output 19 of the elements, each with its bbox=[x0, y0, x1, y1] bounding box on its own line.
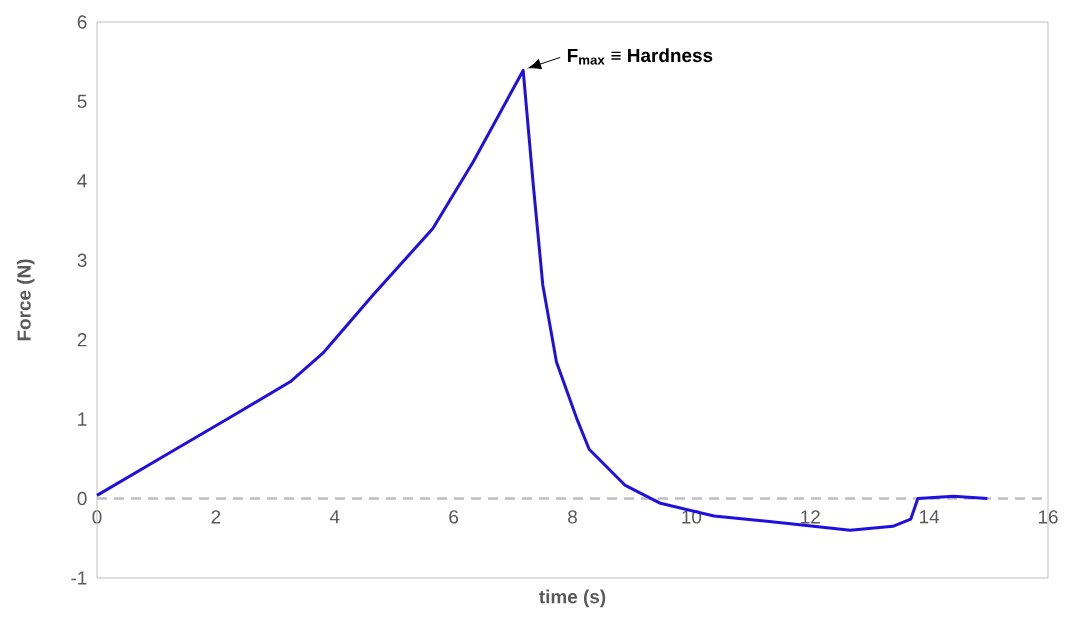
x-axis-title: time (s) bbox=[539, 589, 606, 608]
x-tick-label: 8 bbox=[568, 510, 577, 524]
y-axis-title: Force (N) bbox=[16, 259, 35, 341]
x-tick-label: 14 bbox=[920, 510, 940, 524]
y-tick-label: 1 bbox=[78, 412, 87, 426]
x-tick-label: 2 bbox=[211, 510, 221, 524]
y-tick-label: 6 bbox=[77, 15, 87, 29]
x-tick-label: 16 bbox=[1038, 510, 1058, 524]
y-tick-label: 5 bbox=[77, 94, 87, 109]
y-tick-label: 4 bbox=[77, 174, 87, 188]
y-tick-label: 3 bbox=[77, 253, 87, 267]
y-tick-label: 0 bbox=[77, 491, 87, 506]
x-tick-label: 0 bbox=[92, 510, 102, 524]
annotation: F$_{max}$ ≡ Hardness bbox=[567, 48, 713, 65]
x-tick-label: 6 bbox=[449, 510, 459, 524]
y-tick-label: 2 bbox=[77, 333, 87, 347]
y-tick-label: -1 bbox=[71, 571, 87, 585]
x-tick-label: 4 bbox=[329, 510, 340, 524]
x-tick-label: 12 bbox=[801, 510, 820, 524]
